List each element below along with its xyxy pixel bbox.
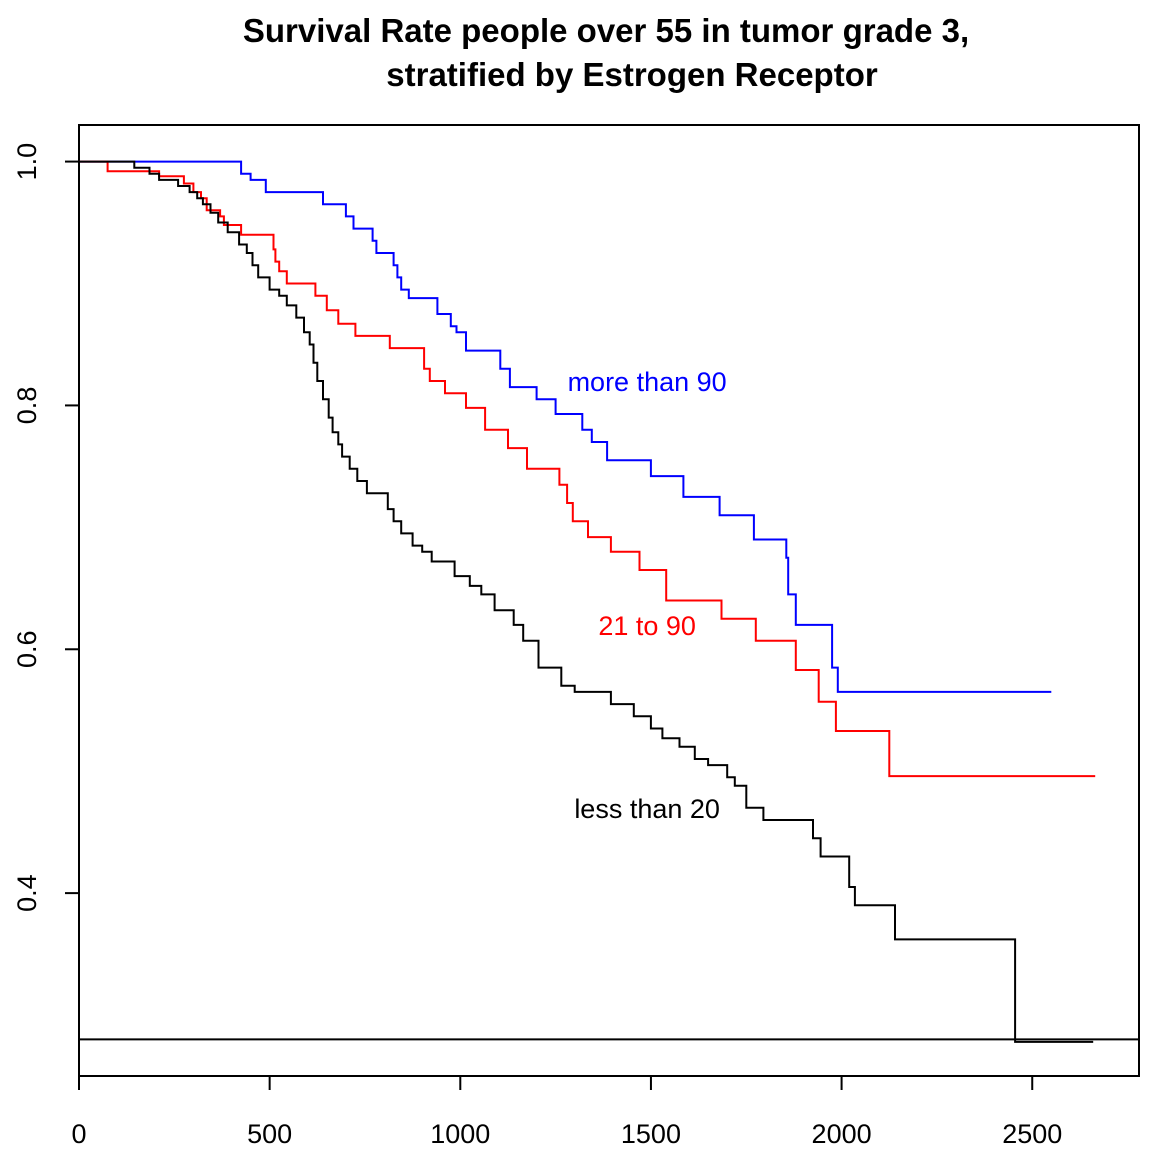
series-annotation: less than 20	[574, 794, 720, 824]
series-line-2	[79, 160, 1094, 1043]
x-axis: 0 500 1000 1500 2000 2500	[71, 1075, 1062, 1149]
y-tick-label: 0.6	[12, 630, 42, 668]
x-tick-label: 1000	[430, 1119, 490, 1149]
series-annotation: more than 90	[568, 367, 727, 397]
y-axis: 0.4 0.6 0.8 1.0	[12, 143, 80, 912]
series-line-1	[79, 160, 1096, 778]
x-tick-label: 2000	[812, 1119, 872, 1149]
chart-title: Survival Rate people over 55 in tumor gr…	[243, 12, 969, 49]
series-layer	[79, 160, 1096, 1043]
y-tick-label: 1.0	[12, 143, 42, 181]
series-line-0	[79, 160, 1052, 693]
plot-frame	[78, 124, 1140, 1077]
x-tick-label: 0	[71, 1119, 86, 1149]
annotation-layer: more than 90 21 to 90 less than 20	[568, 367, 727, 824]
chart-subtitle: stratified by Estrogen Receptor	[386, 56, 878, 93]
y-tick-label: 0.4	[12, 874, 42, 912]
y-tick-label: 0.8	[12, 387, 42, 425]
x-tick-label: 2500	[1002, 1119, 1062, 1149]
x-tick-label: 1500	[621, 1119, 681, 1149]
x-tick-label: 500	[247, 1119, 292, 1149]
series-annotation: 21 to 90	[598, 611, 696, 641]
